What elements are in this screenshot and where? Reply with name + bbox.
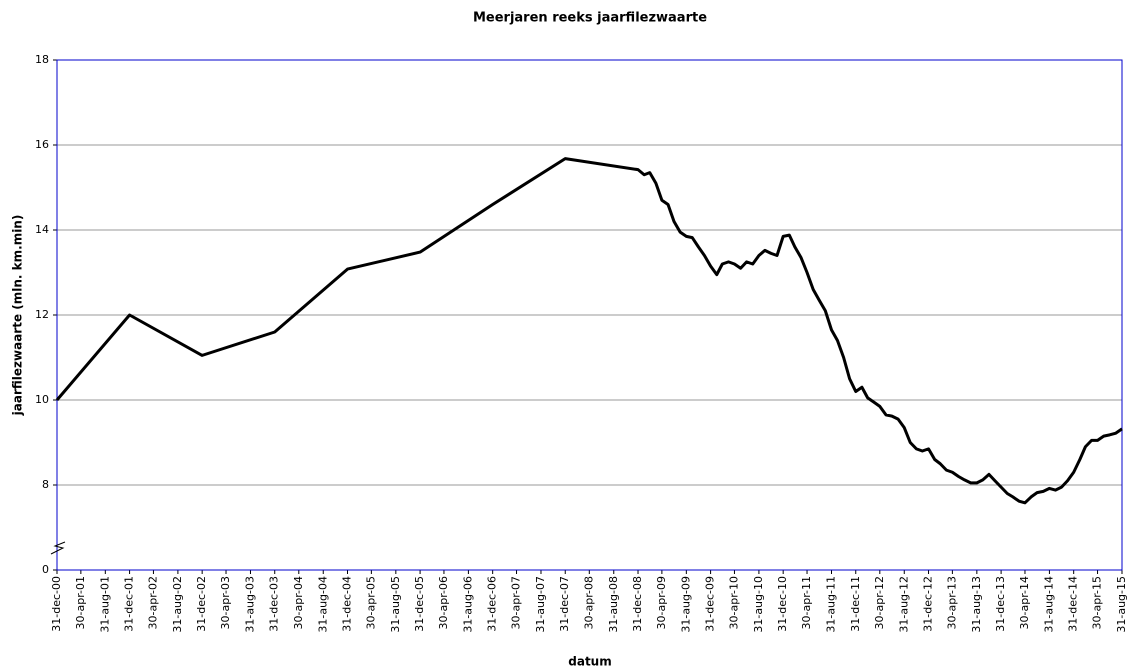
x-tick-label: 30-apr-09 <box>655 576 668 629</box>
x-tick-label: 31-dec-12 <box>922 576 935 632</box>
x-tick-label: 30-apr-08 <box>582 576 595 629</box>
x-tick-label: 30-apr-10 <box>727 576 740 629</box>
x-tick-label: 30-apr-14 <box>1018 576 1031 629</box>
x-tick-label: 31-aug-09 <box>679 576 692 633</box>
x-tick-label: 31-aug-14 <box>1042 576 1055 633</box>
y-axis-label: jaarfilezwaarte (mln. km.min) <box>11 215 25 417</box>
x-tick-label: 31-dec-01 <box>123 576 136 632</box>
x-tick-label: 31-aug-15 <box>1115 576 1128 633</box>
x-tick-label: 31-dec-02 <box>195 576 208 632</box>
x-tick-label: 31-dec-06 <box>486 576 499 632</box>
x-tick-label: 30-apr-02 <box>146 576 159 629</box>
y-tick-label: 10 <box>35 393 49 406</box>
x-tick-label: 31-dec-08 <box>631 576 644 632</box>
x-tick-label: 30-apr-01 <box>74 576 87 629</box>
x-tick-label: 31-dec-07 <box>558 576 571 632</box>
y-tick-label: 16 <box>35 138 49 151</box>
x-tick-label: 30-apr-15 <box>1091 576 1104 629</box>
x-tick-label: 31-dec-09 <box>704 576 717 632</box>
y-tick-label: 14 <box>35 223 49 236</box>
y-tick-label: 8 <box>42 478 49 491</box>
x-tick-label: 31-aug-13 <box>970 576 983 633</box>
x-tick-label: 31-dec-11 <box>849 576 862 632</box>
x-tick-label: 30-apr-05 <box>364 576 377 629</box>
x-tick-label: 31-dec-05 <box>413 576 426 632</box>
x-tick-label: 31-aug-12 <box>897 576 910 633</box>
x-tick-label: 31-aug-05 <box>389 576 402 633</box>
x-axis-label: datum <box>568 655 611 669</box>
x-tick-label: 31-dec-03 <box>268 576 281 632</box>
x-tick-label: 31-dec-14 <box>1067 576 1080 632</box>
data-line <box>55 157 1123 505</box>
x-tick-label: 31-aug-08 <box>607 576 620 633</box>
x-tick-label: 31-aug-03 <box>243 576 256 633</box>
x-tick-label: 31-dec-10 <box>776 576 789 632</box>
x-tick-label: 31-aug-02 <box>171 576 184 633</box>
x-tick-label: 31-aug-06 <box>461 576 474 633</box>
x-tick-label: 30-apr-11 <box>800 576 813 629</box>
x-tick-label: 30-apr-07 <box>510 576 523 629</box>
x-tick-label: 31-dec-04 <box>341 576 354 632</box>
x-tick-label: 31-dec-00 <box>50 576 63 632</box>
x-tick-label: 31-aug-04 <box>316 576 329 633</box>
x-tick-label: 31-aug-07 <box>534 576 547 633</box>
y-tick-label: 12 <box>35 308 49 321</box>
x-tick-label: 30-apr-03 <box>219 576 232 629</box>
x-tick-label: 30-apr-13 <box>945 576 958 629</box>
x-tick-label: 31-aug-11 <box>824 576 837 633</box>
plot-border <box>56 59 1123 571</box>
x-tick-label: 30-apr-06 <box>437 576 450 629</box>
y-tick-label: 0 <box>42 563 49 576</box>
x-tick-label: 30-apr-12 <box>873 576 886 629</box>
x-tick-label: 30-apr-04 <box>292 576 305 629</box>
axis-break <box>50 541 66 555</box>
chart-title: Meerjaren reeks jaarfilezwaarte <box>473 11 707 26</box>
y-tick-label: 18 <box>35 53 49 66</box>
x-tick-label: 31-aug-10 <box>752 576 765 633</box>
x-tick-label: 31-dec-13 <box>994 576 1007 632</box>
x-tick-label: 31-aug-01 <box>98 576 111 633</box>
